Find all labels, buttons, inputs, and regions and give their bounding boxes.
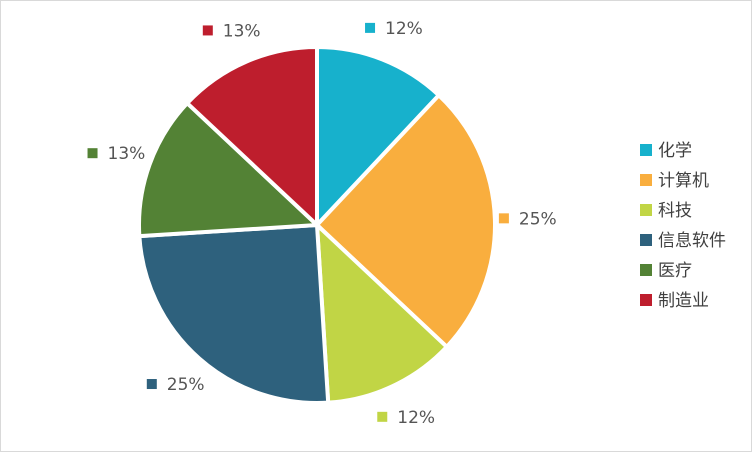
pie-slice	[184, 44, 319, 230]
value-label: 12%	[385, 19, 423, 39]
legend-marker	[640, 234, 652, 246]
legend-label: 医疗	[658, 261, 692, 281]
pie-slice	[314, 220, 450, 405]
legend-marker	[640, 264, 652, 276]
value-label-marker	[377, 411, 388, 422]
legend-label: 计算机	[658, 171, 709, 191]
legend-marker	[640, 294, 652, 306]
legend-marker	[640, 174, 652, 186]
value-label-marker	[87, 148, 98, 159]
legend-marker	[640, 144, 652, 156]
legend-marker	[640, 204, 652, 216]
legend-label: 科技	[658, 201, 692, 221]
value-label-marker	[202, 25, 213, 36]
legend-label: 信息软件	[658, 231, 726, 251]
value-label: 13%	[108, 144, 146, 164]
value-label: 25%	[167, 375, 205, 395]
pie-slice	[315, 44, 442, 231]
legend-label: 化学	[658, 141, 692, 161]
value-label: 13%	[223, 21, 261, 41]
value-label-marker	[146, 379, 157, 390]
value-label-marker	[365, 22, 376, 33]
pie-slice	[137, 100, 322, 239]
value-label: 12%	[397, 408, 435, 428]
value-label: 25%	[519, 209, 557, 229]
value-label-marker	[498, 213, 509, 224]
pie-slice	[314, 92, 497, 350]
legend-label: 制造业	[658, 291, 709, 311]
pie-slice	[137, 222, 331, 405]
